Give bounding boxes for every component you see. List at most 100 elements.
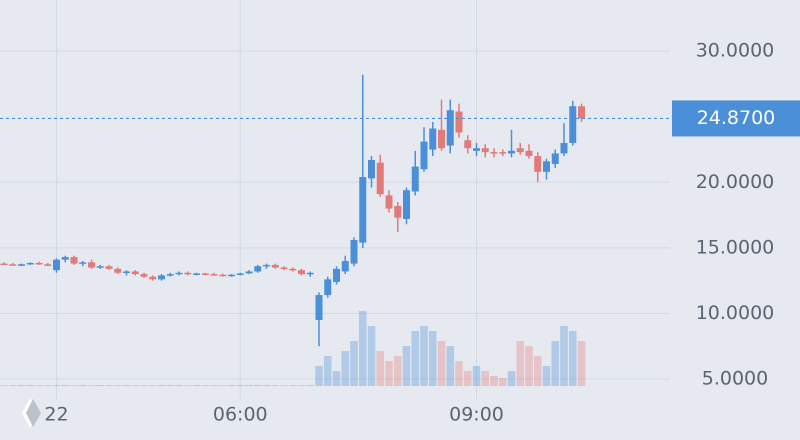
candle-body <box>175 272 183 275</box>
candle-body <box>315 295 323 320</box>
candle-body <box>0 263 8 266</box>
volume-bar <box>210 385 218 386</box>
candle-body <box>193 273 200 275</box>
volume-bar <box>490 376 498 386</box>
candle-body <box>525 150 533 157</box>
volume-bar <box>411 331 420 386</box>
candle-body <box>560 142 568 154</box>
candle-body <box>376 162 384 195</box>
volume-bar <box>131 385 140 386</box>
volume-bar <box>113 385 122 386</box>
candle-body <box>411 166 419 192</box>
volume-bar <box>472 366 481 386</box>
volume-bar <box>568 331 577 386</box>
volume-bar <box>533 356 542 386</box>
volume-bar <box>446 346 455 386</box>
candle-body <box>114 268 122 273</box>
candle-body <box>123 271 130 273</box>
y-tick-label: 5.0000 <box>702 368 768 390</box>
volume-bar <box>8 385 17 386</box>
volume-bar <box>227 385 236 386</box>
last-price-box <box>672 100 800 137</box>
volume-bar <box>105 385 113 386</box>
candle-body <box>236 273 244 275</box>
y-tick-label: 30.0000 <box>696 40 775 62</box>
candle-body <box>368 160 375 179</box>
candle-body <box>96 266 104 268</box>
volume-bar <box>376 351 385 386</box>
candle-body <box>350 240 358 264</box>
volume-bar <box>288 385 297 386</box>
candle-body <box>149 276 157 280</box>
candle-body <box>473 148 480 151</box>
y-tick-label: 20.0000 <box>696 171 775 193</box>
volume-bar <box>175 385 183 386</box>
volume-bar <box>315 366 323 386</box>
volume-bar <box>271 385 280 386</box>
candle-body <box>105 266 113 269</box>
x-tick-label: 06:00 <box>213 404 268 426</box>
volume-bar <box>437 341 446 386</box>
candle-body <box>359 177 367 243</box>
volume-bar <box>166 385 175 386</box>
candle-body <box>516 148 524 153</box>
candle-body <box>61 257 69 260</box>
last-price-label: 24.8700 <box>697 107 776 129</box>
candle-body <box>254 266 262 272</box>
candle-body <box>578 106 585 119</box>
candle-body <box>53 259 60 271</box>
candle-body <box>543 161 550 172</box>
volume-bar <box>420 326 428 386</box>
volume-bar <box>0 385 8 386</box>
candle-body <box>438 129 445 149</box>
volume-bar <box>140 385 148 386</box>
volume-bar <box>280 385 288 386</box>
volume-bar <box>87 385 96 386</box>
volume-bar <box>367 326 376 386</box>
volume-bar <box>236 385 245 386</box>
candle-body <box>333 268 340 282</box>
candle-body <box>219 274 227 277</box>
volume-bar <box>507 371 516 386</box>
volume-bar <box>253 385 262 386</box>
volume-bar <box>402 346 411 386</box>
volume-bar <box>183 385 192 386</box>
volume-bar <box>43 385 52 386</box>
candle-body <box>9 264 17 266</box>
volume-bar <box>35 385 43 386</box>
candle-body <box>158 275 165 280</box>
candle-body <box>184 272 192 275</box>
volume-bar <box>61 385 70 386</box>
candle-body <box>429 128 437 150</box>
volume-bar <box>385 361 393 386</box>
volume-bar <box>245 385 253 386</box>
candle-body <box>481 148 489 153</box>
candle-body <box>420 141 428 170</box>
candle-body <box>403 190 410 220</box>
volume-bar <box>560 326 568 386</box>
candle-body <box>569 106 577 143</box>
volume-bar <box>455 361 463 386</box>
candle-body <box>228 274 235 277</box>
logo <box>22 398 41 428</box>
candle-body <box>298 270 305 275</box>
volume-bar <box>350 341 358 386</box>
candle-body <box>88 262 95 268</box>
volume-bar <box>218 385 227 386</box>
candle-body <box>490 152 498 154</box>
candle-body <box>79 262 87 264</box>
candle-body <box>245 271 253 274</box>
volume-bar <box>122 385 131 386</box>
candle-body <box>210 274 218 276</box>
candle-body <box>394 205 402 218</box>
y-tick-label: 15.0000 <box>696 236 775 258</box>
volume-bar <box>52 385 61 386</box>
candle-body <box>280 267 288 270</box>
candle-body <box>263 264 270 267</box>
candle-body <box>324 279 332 296</box>
candle-body <box>499 152 507 154</box>
candle-body <box>44 264 52 266</box>
candle-body <box>201 273 209 275</box>
volume-bar <box>358 311 367 386</box>
